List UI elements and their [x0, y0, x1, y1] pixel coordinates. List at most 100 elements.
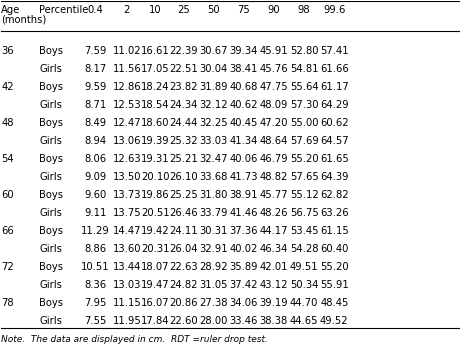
Text: 13.50: 13.50 — [113, 172, 141, 182]
Text: 13.73: 13.73 — [113, 190, 141, 200]
Text: 48: 48 — [1, 118, 14, 128]
Text: 9.09: 9.09 — [84, 172, 106, 182]
Text: 26.04: 26.04 — [169, 244, 198, 254]
Text: 14.47: 14.47 — [113, 226, 141, 236]
Text: 11.15: 11.15 — [112, 299, 141, 308]
Text: 30.31: 30.31 — [199, 226, 228, 236]
Text: 33.68: 33.68 — [199, 172, 228, 182]
Text: 2: 2 — [124, 5, 130, 15]
Text: 44.70: 44.70 — [290, 299, 319, 308]
Text: 18.07: 18.07 — [141, 262, 170, 272]
Text: 19.47: 19.47 — [141, 280, 170, 290]
Text: 18.24: 18.24 — [141, 82, 170, 92]
Text: 32.91: 32.91 — [199, 244, 228, 254]
Text: 18.60: 18.60 — [141, 118, 170, 128]
Text: 27.38: 27.38 — [199, 299, 228, 308]
Text: 34.06: 34.06 — [229, 299, 258, 308]
Text: 37.42: 37.42 — [229, 280, 258, 290]
Text: 55.64: 55.64 — [290, 82, 319, 92]
Text: 20.51: 20.51 — [141, 208, 170, 218]
Text: 20.86: 20.86 — [169, 299, 198, 308]
Text: 8.49: 8.49 — [84, 118, 106, 128]
Text: 25: 25 — [177, 5, 190, 15]
Text: 12.63: 12.63 — [112, 154, 141, 164]
Text: 7.55: 7.55 — [84, 316, 106, 327]
Text: Boys: Boys — [39, 226, 64, 236]
Text: 32.47: 32.47 — [199, 154, 228, 164]
Text: 40.45: 40.45 — [229, 118, 258, 128]
Text: 25.21: 25.21 — [169, 154, 198, 164]
Text: 13.03: 13.03 — [113, 280, 141, 290]
Text: 45.77: 45.77 — [260, 190, 288, 200]
Text: 7.95: 7.95 — [84, 299, 106, 308]
Text: 17.84: 17.84 — [141, 316, 170, 327]
Text: 45.91: 45.91 — [260, 46, 288, 56]
Text: 24.82: 24.82 — [169, 280, 198, 290]
Text: 39.19: 39.19 — [260, 299, 288, 308]
Text: Girls: Girls — [39, 244, 62, 254]
Text: 13.06: 13.06 — [113, 136, 141, 146]
Text: 22.60: 22.60 — [169, 316, 198, 327]
Text: 38.91: 38.91 — [229, 190, 258, 200]
Text: 28.00: 28.00 — [199, 316, 228, 327]
Text: 61.65: 61.65 — [320, 154, 349, 164]
Text: 40.02: 40.02 — [229, 244, 258, 254]
Text: 8.06: 8.06 — [84, 154, 106, 164]
Text: 30.67: 30.67 — [199, 46, 228, 56]
Text: Girls: Girls — [39, 280, 62, 290]
Text: 60.40: 60.40 — [320, 244, 348, 254]
Text: 55.91: 55.91 — [320, 280, 349, 290]
Text: 18.54: 18.54 — [141, 100, 170, 110]
Text: 47.75: 47.75 — [260, 82, 288, 92]
Text: 12.53: 12.53 — [112, 100, 141, 110]
Text: 10.51: 10.51 — [81, 262, 109, 272]
Text: 60: 60 — [1, 190, 14, 200]
Text: 23.82: 23.82 — [169, 82, 198, 92]
Text: 11.29: 11.29 — [81, 226, 109, 236]
Text: 31.89: 31.89 — [199, 82, 228, 92]
Text: 64.39: 64.39 — [320, 172, 348, 182]
Text: 60.62: 60.62 — [320, 118, 349, 128]
Text: 45.76: 45.76 — [260, 64, 288, 74]
Text: 57.65: 57.65 — [290, 172, 319, 182]
Text: 26.10: 26.10 — [169, 172, 198, 182]
Text: 57.30: 57.30 — [290, 100, 319, 110]
Text: 41.46: 41.46 — [229, 208, 258, 218]
Text: 19.42: 19.42 — [141, 226, 170, 236]
Text: 48.09: 48.09 — [260, 100, 288, 110]
Text: 33.03: 33.03 — [199, 136, 228, 146]
Text: 50.34: 50.34 — [290, 280, 319, 290]
Text: 20.31: 20.31 — [141, 244, 170, 254]
Text: 13.44: 13.44 — [113, 262, 141, 272]
Text: Boys: Boys — [39, 262, 64, 272]
Text: 72: 72 — [1, 262, 14, 272]
Text: Boys: Boys — [39, 46, 64, 56]
Text: 53.45: 53.45 — [290, 226, 319, 236]
Text: 46.79: 46.79 — [260, 154, 288, 164]
Text: 8.71: 8.71 — [84, 100, 106, 110]
Text: 24.11: 24.11 — [169, 226, 198, 236]
Text: 35.89: 35.89 — [229, 262, 258, 272]
Text: 42.01: 42.01 — [260, 262, 288, 272]
Text: 24.34: 24.34 — [169, 100, 198, 110]
Text: 8.36: 8.36 — [84, 280, 106, 290]
Text: Boys: Boys — [39, 299, 64, 308]
Text: 56.75: 56.75 — [290, 208, 319, 218]
Text: 37.36: 37.36 — [229, 226, 258, 236]
Text: 90: 90 — [267, 5, 280, 15]
Text: 48.82: 48.82 — [260, 172, 288, 182]
Text: 43.12: 43.12 — [260, 280, 288, 290]
Text: 8.17: 8.17 — [84, 64, 106, 74]
Text: 40.06: 40.06 — [229, 154, 258, 164]
Text: 41.34: 41.34 — [229, 136, 258, 146]
Text: 11.95: 11.95 — [112, 316, 141, 327]
Text: 75: 75 — [237, 5, 250, 15]
Text: 31.80: 31.80 — [199, 190, 228, 200]
Text: 22.63: 22.63 — [169, 262, 198, 272]
Text: Percentile: Percentile — [39, 5, 89, 15]
Text: Note.  The data are displayed in cm.  RDT =ruler drop test.: Note. The data are displayed in cm. RDT … — [1, 335, 268, 344]
Text: 57.69: 57.69 — [290, 136, 319, 146]
Text: 98: 98 — [298, 5, 310, 15]
Text: 39.34: 39.34 — [229, 46, 258, 56]
Text: 49.52: 49.52 — [320, 316, 349, 327]
